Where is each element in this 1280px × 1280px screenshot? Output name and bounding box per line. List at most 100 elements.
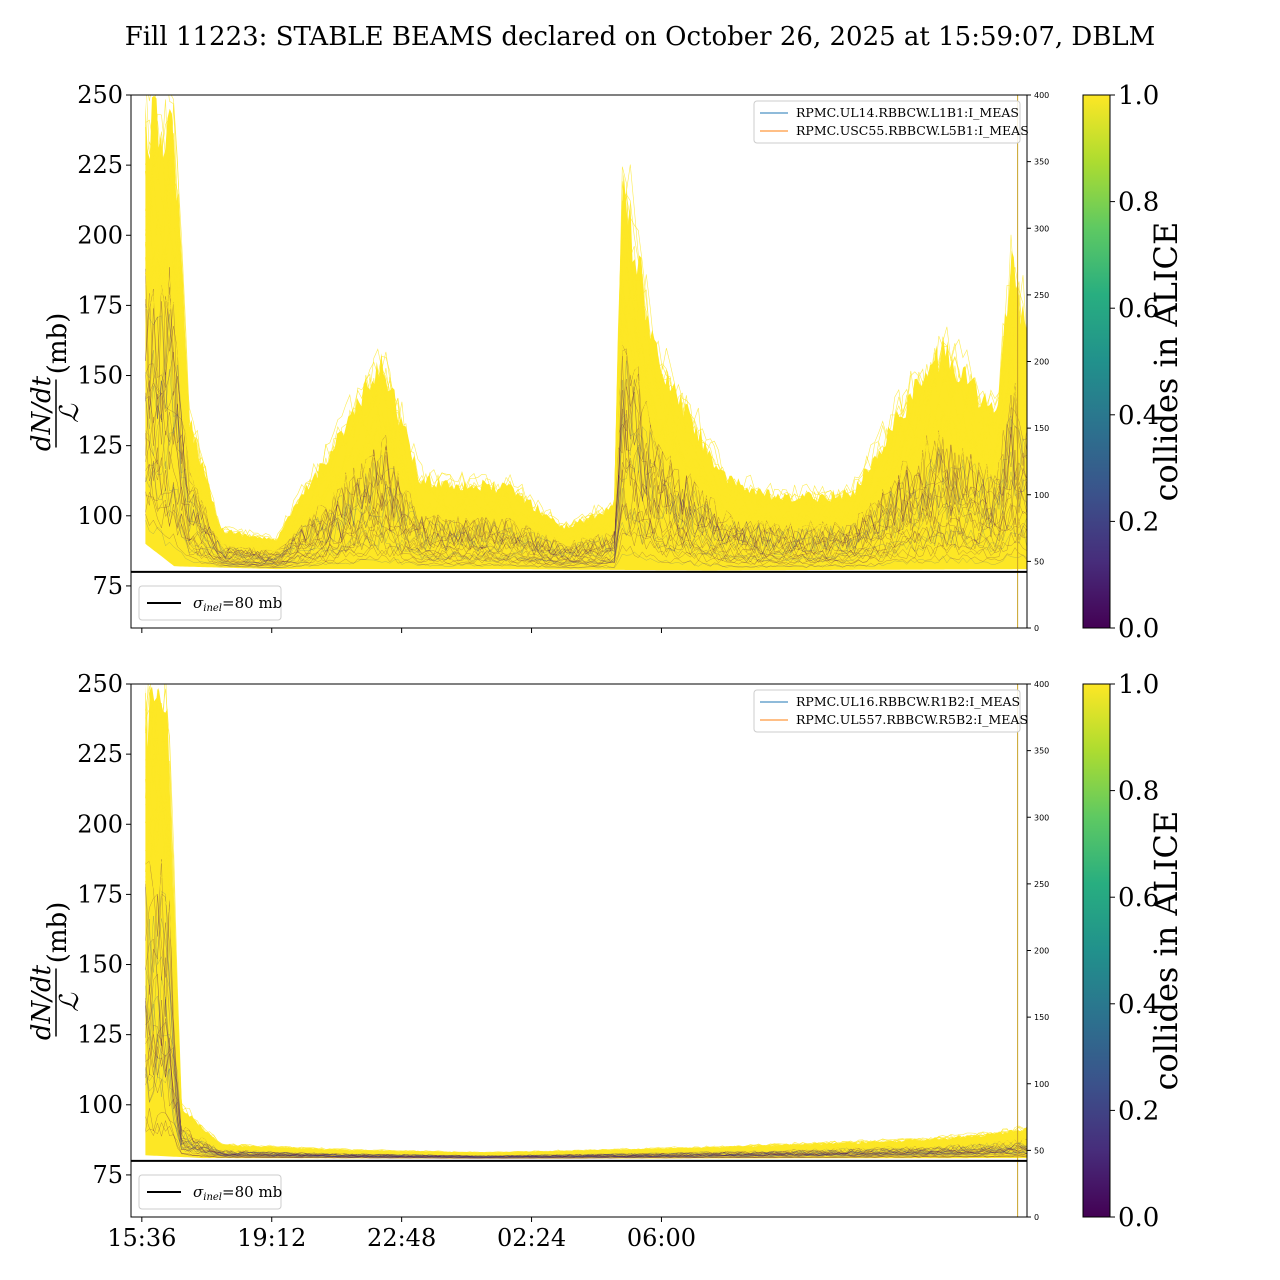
trace-line (145, 1116, 1027, 1159)
trace-line (145, 404, 1027, 563)
trace-line (145, 463, 1027, 566)
trace-line (145, 459, 1027, 566)
ylabel-unit: (mb) (43, 902, 73, 964)
hline-legend: σinel=80 mb (138, 1174, 282, 1210)
trace-line (145, 976, 1027, 1158)
y2tick-label: 50 (1034, 1146, 1044, 1155)
colorbar-label: collides in ALICE (1147, 222, 1185, 502)
ytick-label: 225 (77, 151, 123, 179)
colorbar: 0.0 0.2 0.4 0.6 0.8 1.0 collides in ALICE (1082, 670, 1185, 1233)
trace-line (145, 304, 1027, 562)
trace-line (145, 1108, 1027, 1159)
series-envelope (145, 95, 1027, 571)
ytick-label: 75 (92, 572, 123, 600)
trace-line (145, 470, 1027, 566)
trace-line (145, 136, 1027, 542)
trace-line (145, 228, 1027, 552)
trace-line (145, 432, 1027, 565)
ylabel-denominator: ℒ (55, 403, 85, 423)
legend-label: RPMC.USC55.RBBCW.L5B1:I_MEAS (796, 123, 1029, 138)
colorbar-tick-label: 0.8 (1118, 777, 1159, 807)
ytick-label: 250 (77, 670, 123, 698)
sigma-subscript: inel (203, 1192, 222, 1203)
colorbar-label: collides in ALICE (1147, 811, 1185, 1091)
y-axis-label: dN/dtℒ (mb) (27, 313, 85, 451)
top-panel: 75 100 125 150 175 200 225 250 0 50 100 150 200 250 30… (27, 81, 1185, 644)
xtick-label: 22:48 (367, 1224, 436, 1252)
ytick-label: 75 (92, 1161, 123, 1189)
trace-line (145, 513, 1027, 569)
y2tick-label: 150 (1034, 424, 1049, 433)
colorbar-tick-label: 1.0 (1118, 670, 1159, 700)
legend: RPMC.UL16.RBBCW.R1B2:I_MEAS RPMC.UL557.RB… (753, 689, 1028, 733)
trace-line (145, 918, 1027, 1158)
trace-line (145, 999, 1027, 1158)
hline-legend: σinel=80 mb (138, 585, 282, 621)
hline-legend-label: σinel=80 mb (193, 594, 282, 614)
trace-line (145, 261, 1027, 553)
colorbar-tick-label: 0.4 (1118, 401, 1159, 431)
trace-line (145, 841, 1027, 1156)
colorbar-tick-label: 0.6 (1118, 883, 1159, 913)
trace-line (145, 1046, 1027, 1159)
trace-line (145, 255, 1027, 553)
trace-line (145, 1033, 1027, 1159)
hline-legend-box (138, 1174, 282, 1210)
y2tick-label: 350 (1034, 747, 1049, 756)
colorbar-tick-label: 0.8 (1118, 188, 1159, 218)
trace-line (145, 182, 1027, 549)
ylabel-denominator: ℒ (55, 992, 85, 1012)
ytick-label: 175 (77, 291, 123, 319)
ytick-label: 100 (77, 502, 123, 530)
trace-line (145, 437, 1027, 564)
y2tick-label: 250 (1034, 880, 1049, 889)
ylabel-numerator: dN/dt (27, 375, 57, 451)
legend-label: RPMC.UL16.RBBCW.R1B2:I_MEAS (796, 694, 1020, 709)
xtick-label: 02:24 (497, 1224, 566, 1252)
y2tick-label: 0 (1034, 1213, 1039, 1222)
trace-line (145, 374, 1027, 562)
colorbar-tick-label: 0.0 (1118, 1203, 1159, 1233)
sigma-value: =80 mb (222, 1183, 282, 1201)
ytick-label: 200 (77, 221, 123, 249)
plot-area (131, 684, 1027, 1217)
data-region (145, 95, 1027, 628)
hline-legend-label: σinel=80 mb (193, 1183, 282, 1203)
sigma-value: =80 mb (222, 594, 282, 612)
y2tick-label: 350 (1034, 158, 1049, 167)
trace-line (146, 95, 1027, 542)
trace-line (145, 1021, 1027, 1158)
ytick-label: 150 (77, 951, 123, 979)
y2tick-label: 400 (1034, 680, 1049, 689)
ytick-label: 175 (77, 880, 123, 908)
y2tick-label: 200 (1034, 358, 1049, 367)
trace-line (145, 296, 1027, 558)
trace-line (145, 461, 1027, 566)
colorbar-tick-label: 0.2 (1118, 1096, 1159, 1126)
trace-line (145, 887, 1027, 1157)
colorbar-tick-label: 0.2 (1118, 507, 1159, 537)
ytick-label: 125 (77, 1021, 123, 1049)
trace-line (145, 895, 1027, 1158)
trace-line (145, 244, 1027, 550)
y2tick-label: 200 (1034, 947, 1049, 956)
trace-line (145, 369, 1027, 562)
trace-line (145, 460, 1027, 566)
ytick-label: 125 (77, 432, 123, 460)
trace-line (145, 113, 1027, 542)
trace-line (145, 309, 1027, 561)
trace-line (145, 259, 1027, 553)
ylabel-unit: (mb) (43, 313, 73, 375)
sigma-symbol: σ (193, 594, 204, 612)
ylabel-numerator: dN/dt (27, 964, 57, 1040)
trace-line (145, 116, 1027, 546)
trace-line (145, 1034, 1027, 1158)
sigma-symbol: σ (193, 1183, 204, 1201)
bottom-panel: 75 100 125 150 175 200 225 250 0 50 100 150 200 250 30… (27, 670, 1185, 1252)
trace-line (145, 1067, 1027, 1159)
colorbar-tick-label: 0.4 (1118, 990, 1159, 1020)
trace-line (145, 1073, 1027, 1159)
y2tick-label: 100 (1034, 1080, 1049, 1089)
trace-line (145, 938, 1027, 1158)
trace-line (145, 520, 1027, 569)
